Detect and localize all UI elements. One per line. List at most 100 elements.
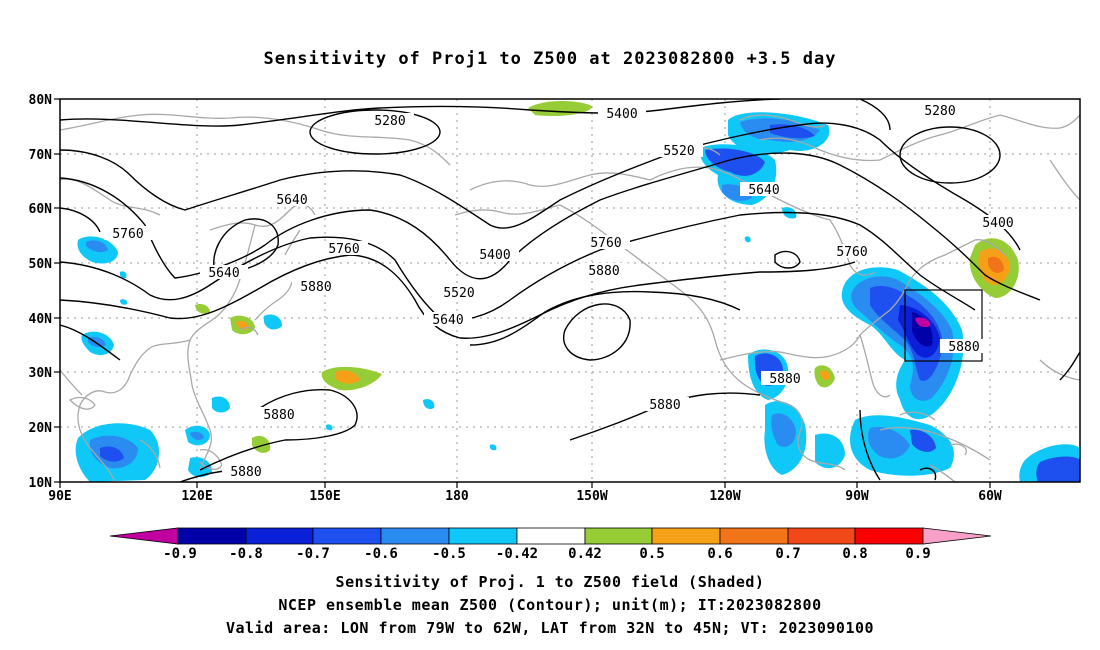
- shade-patch: [212, 396, 230, 413]
- svg-text:5280: 5280: [374, 114, 405, 129]
- lon-label: 90E: [48, 489, 71, 504]
- contour-label: 5520: [435, 285, 483, 301]
- lat-label: 80N: [29, 93, 53, 108]
- shade-patch: [771, 413, 796, 447]
- colorbar-label: 0.5: [639, 546, 664, 562]
- colorbar-label: -0.6: [364, 546, 398, 562]
- shade-patch: [325, 424, 333, 431]
- svg-text:5880: 5880: [948, 340, 979, 355]
- valid-area-box: [904, 289, 983, 362]
- colorbar-cell: [448, 527, 518, 545]
- contour-label: 5640: [424, 312, 472, 328]
- svg-text:5400: 5400: [606, 107, 637, 122]
- colorbar-label: 0.42: [568, 546, 602, 562]
- lat-label: 60N: [29, 202, 53, 217]
- shade-patch: [1036, 456, 1080, 482]
- colorbar-label: 0.6: [707, 546, 732, 562]
- colorbar-cell: [380, 527, 450, 545]
- colorbar-label: 0.7: [775, 546, 800, 562]
- lat-label: 10N: [29, 476, 53, 491]
- colorbar-label: -0.8: [229, 546, 263, 562]
- svg-text:5760: 5760: [328, 242, 359, 257]
- shade-patch: [88, 336, 106, 348]
- contour-label: 5760: [582, 235, 630, 251]
- colorbar-cell: [787, 527, 856, 545]
- colorbar-cell: [584, 527, 653, 545]
- colorbar-label: 0.9: [905, 546, 930, 562]
- colorbar-cell: [312, 527, 382, 545]
- lat-labels: 80N 70N 60N 50N 40N 30N 20N 10N: [29, 93, 53, 491]
- svg-text:5880: 5880: [263, 408, 294, 423]
- contour-label: 5400: [598, 106, 646, 122]
- svg-text:5880: 5880: [649, 398, 680, 413]
- contour-label: 5640: [268, 192, 316, 208]
- colorbar-label: -0.5: [432, 546, 466, 562]
- shade-patch: [910, 429, 936, 452]
- colorbar-label: 0.8: [842, 546, 867, 562]
- shade-patch: [815, 433, 845, 469]
- svg-text:5400: 5400: [982, 216, 1013, 231]
- shade-patch: [335, 370, 360, 384]
- colorbar-label: -0.42: [496, 546, 538, 562]
- contour-label: 5880: [641, 397, 689, 413]
- contour-label: 5280: [916, 103, 964, 119]
- contour-label: 5880: [255, 407, 303, 423]
- colorbar-label: -0.7: [296, 546, 330, 562]
- svg-text:5760: 5760: [112, 227, 143, 242]
- shade-patch: [915, 317, 931, 328]
- lon-label: 120W: [709, 489, 740, 504]
- contour-label: 5760: [104, 226, 152, 242]
- axis-ticks: [54, 98, 991, 488]
- svg-text:5760: 5760: [836, 245, 867, 260]
- plot-frame: [59, 98, 1081, 483]
- colorbar-labels: -0.9 -0.8 -0.7 -0.6 -0.5 -0.42 0.42 0.5 …: [163, 546, 931, 562]
- lon-label: 90W: [845, 489, 869, 504]
- contour-label: 5880: [292, 279, 340, 295]
- contour-label: 5520: [655, 143, 703, 159]
- svg-text:5640: 5640: [208, 266, 239, 281]
- lon-label: 120E: [181, 489, 212, 504]
- contour-label: 5880: [0, 0, 16, 4]
- lat-label: 70N: [29, 148, 53, 163]
- shade-patch: [489, 444, 497, 451]
- shade-patch: [423, 399, 435, 410]
- colorbar-label: -0.9: [163, 546, 197, 562]
- svg-text:5880: 5880: [588, 264, 619, 279]
- svg-text:5520: 5520: [663, 144, 694, 159]
- svg-text:5400: 5400: [479, 248, 510, 263]
- contour-label: 5400: [471, 247, 519, 263]
- contour-label: 5400: [974, 215, 1022, 231]
- lon-label: 150E: [309, 489, 340, 504]
- contour-labels: 5280 5400 5520 5640 5280 5640 5760 5400 …: [0, 0, 1022, 480]
- contour-label: 5880: [940, 339, 988, 355]
- colorbar-right-tip: [922, 527, 992, 545]
- shade-patch: [868, 426, 910, 459]
- shade-patch: [264, 314, 282, 330]
- lat-label: 50N: [29, 257, 53, 272]
- svg-text:5640: 5640: [748, 183, 779, 198]
- shade-patch: [100, 446, 124, 462]
- shade-patch: [195, 303, 210, 314]
- shade-patch: [119, 271, 127, 279]
- colorbar-cell: [177, 527, 247, 545]
- colorbar-cell: [516, 527, 586, 545]
- contour-label: 5280: [366, 113, 414, 129]
- colorbar-left-tip: [109, 527, 179, 545]
- shade-patch: [188, 457, 212, 478]
- colorbar-cell: [719, 527, 789, 545]
- svg-text:5640: 5640: [432, 313, 463, 328]
- shade-patch: [190, 431, 204, 441]
- shade-patch: [744, 236, 751, 243]
- contour-label: 5760: [828, 244, 876, 260]
- contour-label: 5880: [761, 371, 809, 387]
- shade-patch: [86, 240, 108, 253]
- contour-label: 5880: [222, 464, 270, 480]
- colorbar-cell: [245, 527, 314, 545]
- colorbar-cell: [854, 527, 924, 545]
- svg-text:5520: 5520: [443, 286, 474, 301]
- lon-label: 150W: [576, 489, 607, 504]
- shade-patch: [988, 256, 1004, 273]
- svg-text:5880: 5880: [300, 280, 331, 295]
- shade-patch: [120, 299, 128, 305]
